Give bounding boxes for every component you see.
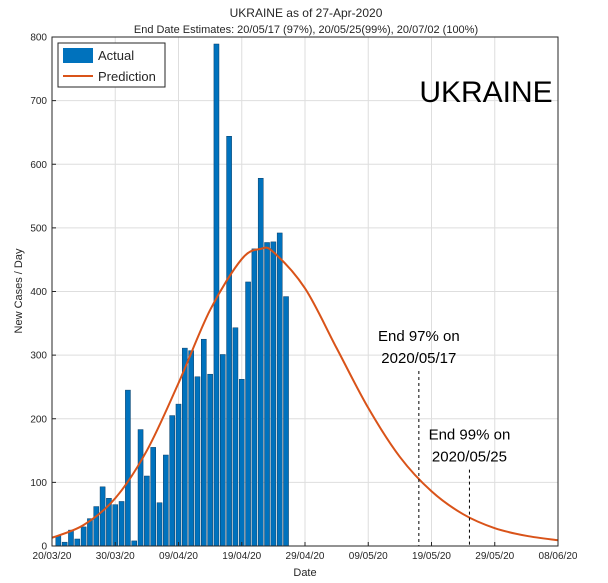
bar-actual: [270, 241, 277, 547]
annotation-text-end-99: End 99% on: [429, 427, 511, 444]
bar-actual: [55, 535, 62, 547]
x-axis-label: Date: [293, 567, 316, 579]
y-tick-label: 200: [30, 414, 47, 425]
bar-actual: [163, 454, 169, 547]
y-axis-label: New Cases / Day: [13, 248, 25, 333]
chart-title: UKRAINE as of 27-Apr-2020: [230, 6, 383, 20]
bar-actual: [219, 354, 226, 547]
bar-actual: [74, 538, 81, 547]
x-tick-label: 09/04/20: [159, 551, 198, 562]
bar-actual: [283, 296, 289, 547]
annotation-text-end-99: 2020/05/25: [432, 449, 507, 466]
y-tick-label: 700: [30, 96, 47, 107]
bar-actual: [207, 373, 213, 547]
y-tick-label: 100: [30, 478, 47, 489]
legend: Actual Prediction: [57, 42, 166, 88]
y-tick-label: 0: [41, 542, 47, 553]
x-tick-label: 08/06/20: [539, 551, 578, 562]
y-tick-label: 300: [30, 351, 47, 362]
chart-subtitle: End Date Estimates: 20/05/17 (97%), 20/0…: [134, 24, 478, 36]
bar-actual: [201, 338, 207, 547]
y-tick-label: 400: [30, 287, 47, 298]
bar-actual: [226, 136, 232, 547]
x-tick-label: 19/05/20: [412, 551, 451, 562]
bar-actual: [188, 350, 194, 547]
bar-actual: [194, 376, 201, 547]
x-tick-label: 30/03/20: [96, 551, 135, 562]
bar-series-actual: [55, 43, 289, 547]
bar-actual: [182, 347, 188, 547]
bar-actual: [245, 281, 251, 547]
bar-actual: [156, 502, 163, 547]
x-tick-label: 19/04/20: [222, 551, 261, 562]
annotation-text-end-97: 2020/05/17: [381, 350, 456, 367]
bar-actual: [80, 526, 87, 547]
y-tick-label: 600: [30, 160, 47, 171]
annotation-text-end-97: End 97% on: [378, 328, 460, 345]
bar-actual: [264, 242, 270, 547]
y-tick-label: 800: [30, 33, 47, 44]
country-watermark: UKRAINE: [419, 76, 552, 109]
bar-actual: [131, 540, 138, 547]
x-tick-label: 29/04/20: [286, 551, 325, 562]
x-axis-ticks: 20/03/20 30/03/20 09/04/20 19/04/20 29/04/20…: [33, 542, 578, 562]
bar-actual: [257, 177, 264, 547]
x-tick-label: 09/05/20: [349, 551, 388, 562]
bar-actual: [238, 379, 245, 547]
bar-actual: [118, 501, 125, 547]
legend-label-actual: Actual: [98, 48, 134, 63]
bar-actual: [125, 389, 131, 547]
y-axis-ticks: 0 100 200 300 400 500 600 700 800: [30, 33, 56, 553]
prediction-line: [51, 246, 559, 542]
bar-actual: [251, 248, 258, 547]
bar-actual: [150, 447, 156, 547]
legend-label-prediction: Prediction: [98, 69, 156, 84]
x-tick-label: 20/03/20: [33, 551, 72, 562]
bar-actual: [144, 475, 150, 547]
bar-actual: [112, 504, 119, 547]
x-tick-label: 29/05/20: [475, 551, 514, 562]
y-tick-label: 500: [30, 223, 47, 234]
legend-swatch-actual: [63, 48, 93, 63]
bar-actual: [61, 541, 68, 547]
bar-actual: [276, 232, 283, 547]
bar-actual: [99, 486, 106, 547]
bar-actual: [169, 415, 175, 547]
bar-actual: [175, 403, 182, 547]
bar-actual: [232, 327, 239, 547]
annotations: End 97% on 2020/05/17 End 99% on 2020/05/25: [378, 328, 510, 546]
bar-actual: [93, 506, 100, 547]
chart-title-group: UKRAINE as of 27-Apr-2020 End Date Estim…: [134, 6, 478, 36]
bar-actual: [137, 429, 144, 547]
